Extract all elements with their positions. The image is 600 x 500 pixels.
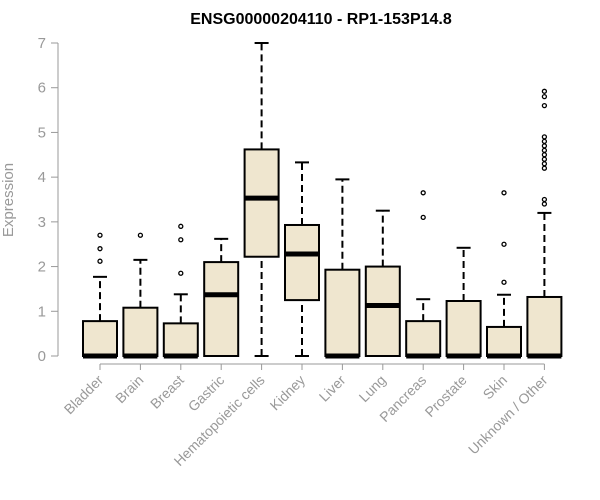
outlier-point	[541, 161, 548, 167]
box-group	[364, 209, 401, 358]
y-tick-label: 3	[38, 214, 46, 231]
outlier-point	[501, 241, 507, 247]
box	[486, 325, 522, 357]
y-tick-label: 4	[38, 169, 46, 186]
x-tick-label: Brain	[112, 372, 146, 406]
outlier-point	[541, 165, 548, 171]
y-tick-label: 2	[38, 259, 46, 276]
y-axis-label: Expression	[0, 163, 17, 237]
outlier-point	[541, 88, 548, 94]
outlier-point	[541, 196, 548, 203]
outlier-point	[541, 201, 548, 207]
x-tick-label: Liver	[316, 372, 349, 405]
box-group	[82, 232, 118, 359]
outlier-point	[97, 246, 103, 252]
box	[243, 148, 280, 258]
outlier-point	[541, 147, 548, 153]
outlier-point	[501, 190, 507, 196]
box-group	[324, 178, 361, 359]
outlier-point	[541, 134, 548, 140]
y-axis: 0 1 2 3 4 5 6 7	[38, 35, 59, 365]
outlier-point	[541, 102, 548, 109]
y-tick-label: 6	[38, 80, 46, 97]
x-tick-label: Kidney	[267, 372, 309, 414]
outlier-point	[541, 152, 548, 158]
box-group	[243, 42, 280, 357]
box	[162, 322, 199, 358]
box	[364, 265, 401, 358]
outlier-point	[420, 190, 426, 196]
x-tick-label: Prostate	[422, 372, 470, 420]
x-tick-label: Bladder	[61, 372, 107, 418]
outlier-point	[541, 156, 548, 162]
box-group	[486, 190, 522, 359]
x-tick-label: Breast	[147, 372, 187, 412]
outlier-point	[541, 143, 548, 149]
outlier-point	[137, 232, 144, 238]
outlier-point	[541, 94, 548, 100]
box-group	[122, 232, 159, 359]
y-tick-label: 0	[38, 348, 46, 365]
box	[445, 300, 482, 358]
outlier-point	[420, 214, 426, 221]
outlier-point	[97, 232, 103, 238]
box-group	[526, 88, 563, 359]
box	[203, 261, 240, 358]
outlier-point	[178, 237, 184, 243]
box-group	[405, 190, 442, 359]
outlier-point	[501, 279, 507, 285]
box	[324, 268, 361, 357]
box	[284, 223, 320, 302]
box-group	[284, 161, 320, 357]
box	[526, 295, 563, 357]
outlier-point	[97, 258, 103, 264]
y-tick-label: 5	[38, 124, 46, 141]
outlier-point	[178, 270, 184, 276]
plot-area	[82, 42, 563, 359]
box-group	[162, 223, 199, 359]
y-tick-label: 1	[38, 303, 46, 320]
outlier-point	[178, 223, 184, 229]
x-tick-label: Skin	[480, 372, 511, 403]
y-tick-label: 7	[38, 35, 46, 52]
box	[122, 306, 159, 357]
outlier-point	[541, 138, 548, 145]
box	[82, 320, 118, 358]
chart-title: ENSG00000204110 - RP1-153P14.8	[190, 11, 452, 28]
box-group	[445, 246, 482, 359]
box	[405, 320, 442, 358]
box-group	[203, 237, 240, 358]
x-tick-label: Lung	[356, 372, 389, 405]
